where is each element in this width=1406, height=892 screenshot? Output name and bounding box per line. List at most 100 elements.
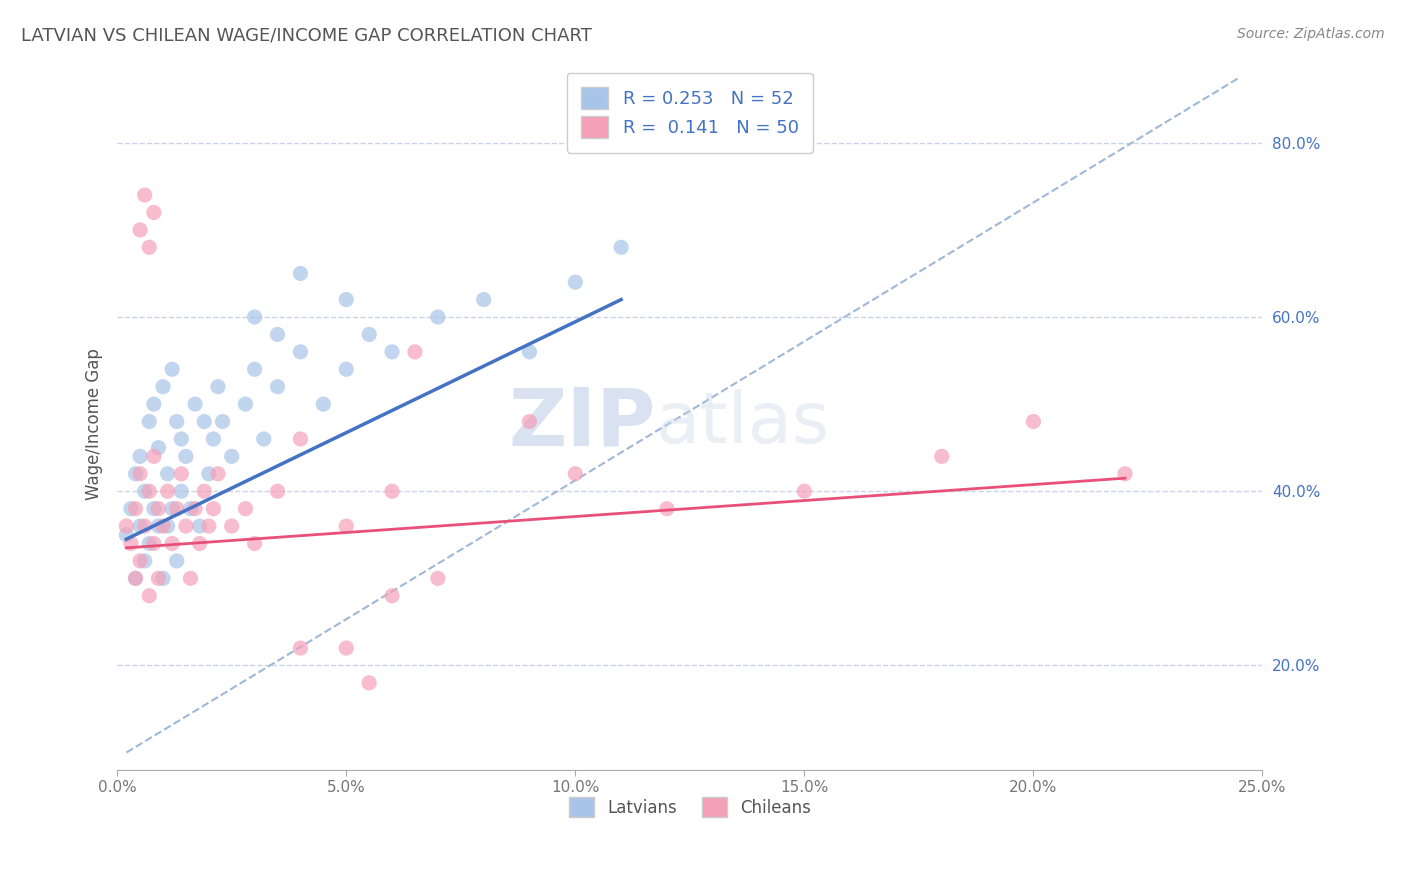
Point [142,205,165,219]
Point [1114,467,1136,481]
Point [124,467,146,481]
Point [184,397,207,411]
Point [138,484,160,499]
Text: LATVIAN VS CHILEAN WAGE/INCOME GAP CORRELATION CHART: LATVIAN VS CHILEAN WAGE/INCOME GAP CORRE… [21,27,592,45]
Point [138,415,160,429]
Point [335,519,357,533]
Point [148,501,170,516]
Point [170,484,193,499]
Point [134,484,156,499]
Legend: Latvians, Chileans: Latvians, Chileans [562,790,818,824]
Point [235,501,257,516]
Point [472,293,495,307]
Point [152,571,174,585]
Point [243,536,266,550]
Point [610,240,633,254]
Point [266,484,288,499]
Point [142,397,165,411]
Point [381,589,404,603]
Point [564,275,586,289]
Y-axis label: Wage/Income Gap: Wage/Income Gap [86,348,103,500]
Text: Source: ZipAtlas.com: Source: ZipAtlas.com [1237,27,1385,41]
Point [134,188,156,202]
Point [221,450,243,464]
Point [138,536,160,550]
Point [166,415,188,429]
Point [198,467,221,481]
Point [1022,415,1045,429]
Point [381,344,404,359]
Point [655,501,678,516]
Point [931,450,953,464]
Point [221,519,243,533]
Point [156,467,179,481]
Point [148,441,170,455]
Point [207,380,229,394]
Point [290,267,312,281]
Point [198,519,221,533]
Point [152,519,174,533]
Point [129,450,152,464]
Point [290,344,312,359]
Point [142,536,165,550]
Point [179,571,201,585]
Point [202,432,225,446]
Point [404,344,426,359]
Point [290,432,312,446]
Point [253,432,276,446]
Point [120,501,142,516]
Point [148,519,170,533]
Point [359,676,381,690]
Point [166,501,188,516]
Point [170,432,193,446]
Point [148,571,170,585]
Point [138,589,160,603]
Point [156,484,179,499]
Point [243,310,266,324]
Point [426,310,449,324]
Point [115,528,138,542]
Point [793,484,815,499]
Point [359,327,381,342]
Point [519,344,541,359]
Point [156,519,179,533]
Point [124,571,146,585]
Point [207,467,229,481]
Point [115,519,138,533]
Point [266,327,288,342]
Point [243,362,266,376]
Point [160,501,183,516]
Point [211,415,233,429]
Point [120,536,142,550]
Point [381,484,404,499]
Point [235,397,257,411]
Point [426,571,449,585]
Point [202,501,225,516]
Point [124,501,146,516]
Point [290,640,312,655]
Point [129,554,152,568]
Text: atlas: atlas [655,389,830,458]
Point [184,501,207,516]
Text: ZIP: ZIP [508,384,655,463]
Point [166,554,188,568]
Point [160,536,183,550]
Point [519,415,541,429]
Point [174,519,197,533]
Point [335,362,357,376]
Point [179,501,201,516]
Point [193,415,215,429]
Point [142,450,165,464]
Point [129,467,152,481]
Point [160,362,183,376]
Point [142,501,165,516]
Point [134,554,156,568]
Point [170,467,193,481]
Point [124,571,146,585]
Point [174,450,197,464]
Point [564,467,586,481]
Point [152,380,174,394]
Point [193,484,215,499]
Point [266,380,288,394]
Point [188,536,211,550]
